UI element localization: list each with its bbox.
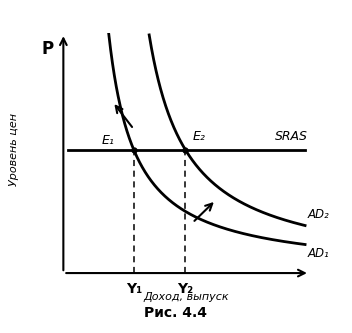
Text: Y₁: Y₁ <box>126 282 142 296</box>
Text: Уровень цен: Уровень цен <box>9 113 19 186</box>
Text: Рис. 4.4: Рис. 4.4 <box>145 306 207 320</box>
Text: SRAS: SRAS <box>275 130 307 143</box>
Text: AD₁: AD₁ <box>307 247 329 260</box>
Text: Y₂: Y₂ <box>177 282 194 296</box>
Text: E₂: E₂ <box>193 130 205 143</box>
Text: E₁: E₁ <box>102 135 115 148</box>
Text: P: P <box>42 41 54 59</box>
Text: Доход, выпуск: Доход, выпуск <box>144 292 230 302</box>
Text: AD₂: AD₂ <box>307 208 329 221</box>
